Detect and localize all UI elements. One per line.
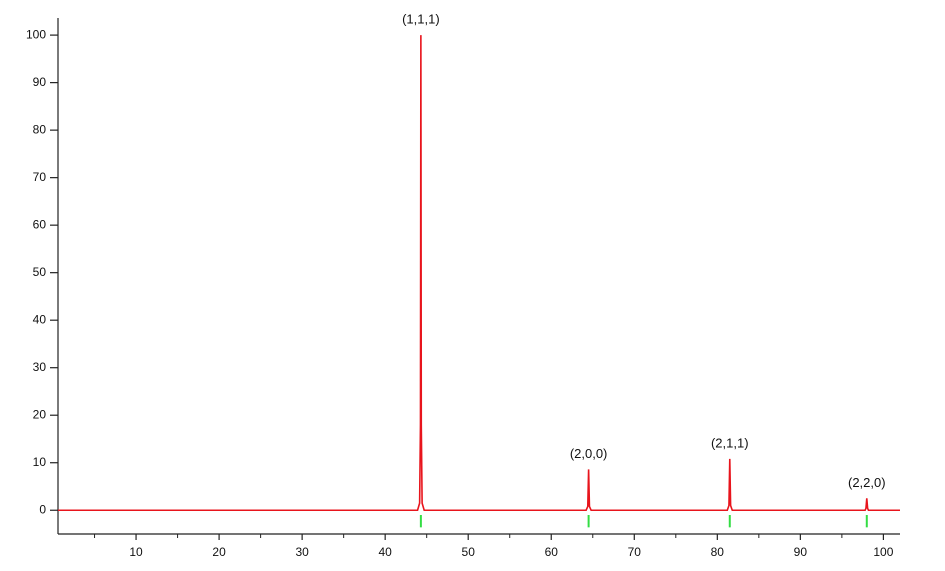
peak-label: (2,0,0) [570, 446, 608, 461]
y-tick-label: 70 [33, 170, 47, 184]
y-tick-label: 40 [33, 312, 47, 326]
peak-label: (2,1,1) [711, 435, 749, 450]
y-tick-label: 50 [33, 265, 47, 279]
x-tick-label: 50 [462, 545, 476, 559]
x-tick-label: 80 [711, 545, 725, 559]
x-tick-label: 40 [378, 545, 392, 559]
x-tick-label: 30 [295, 545, 309, 559]
x-tick-label: 100 [873, 545, 893, 559]
peak-label: (1,1,1) [402, 12, 440, 27]
y-tick-label: 30 [33, 360, 47, 374]
peak-label: (2,2,0) [848, 475, 886, 490]
pattern-line [58, 35, 900, 512]
x-tick-label: 60 [545, 545, 559, 559]
y-tick-label: 90 [33, 75, 47, 89]
x-tick-label: 20 [212, 545, 226, 559]
y-tick-label: 20 [33, 407, 47, 421]
y-tick-label: 100 [26, 27, 46, 41]
x-tick-label: 70 [628, 545, 642, 559]
y-tick-label: 10 [33, 455, 47, 469]
y-tick-label: 80 [33, 122, 47, 136]
x-tick-label: 10 [129, 545, 143, 559]
y-tick-label: 0 [39, 502, 46, 516]
x-tick-label: 90 [794, 545, 808, 559]
y-tick-label: 60 [33, 217, 47, 231]
